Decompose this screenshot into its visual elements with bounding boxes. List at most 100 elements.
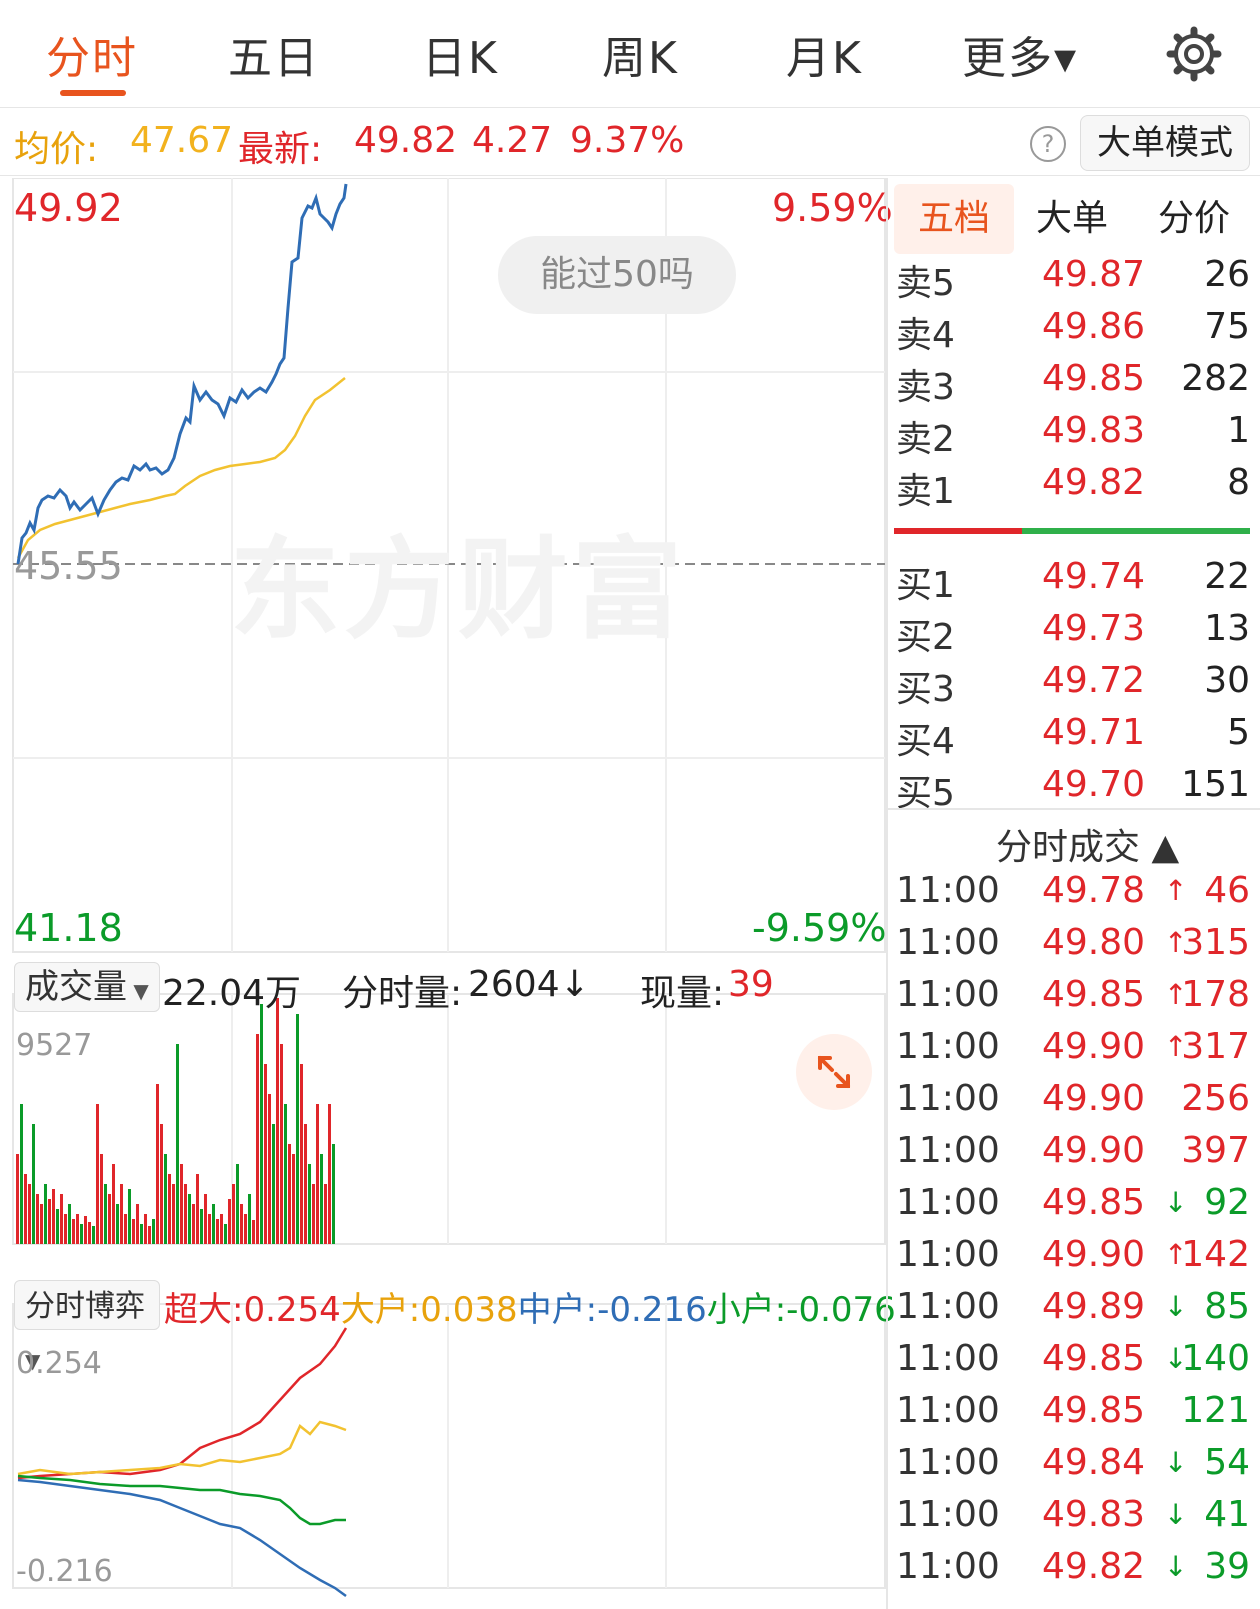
trade-row: 11:00 49.80 ↑ 315 [886,922,1260,974]
volume-bar [304,1124,307,1244]
volume-bar [228,1199,231,1244]
minute-volume-label: 分时量: [342,973,463,1014]
volume-bar [68,1204,71,1244]
mid-holder-label: 中户: [517,1290,598,1330]
trade-row: 11:00 49.84 ↓ 54 [886,1442,1260,1494]
bid-level-label: 买3 [896,669,955,710]
quote-info-bar: 均价: 47.67 最新: 49.82 4.27 9.37% ? 大单模式 [0,110,1260,176]
trades-title[interactable]: 分时成交 ▲ [996,827,1180,868]
volume-bar [236,1164,239,1244]
base-price-label: 45.55 [14,544,123,588]
volume-bar [168,1174,171,1244]
ask-level-label: 卖5 [896,263,955,304]
tab-five-levels[interactable]: 五档 [894,184,1014,254]
tab-more[interactable]: 更多▾ [962,33,1079,84]
volume-bar [32,1124,35,1244]
trade-time: 11:00 [896,1234,1000,1275]
gear-icon[interactable] [1164,24,1224,84]
trade-volume: 46 [1204,870,1250,911]
volume-bar [48,1199,51,1244]
volume-bar [240,1204,243,1244]
trade-price: 49.78 [1042,870,1146,911]
trade-direction-arrow: ↑ [1164,978,1188,1011]
volume-bar [184,1184,187,1244]
bid-row[interactable]: 买3 49.72 30 [886,660,1260,712]
bid-row[interactable]: 买1 49.74 22 [886,556,1260,608]
ask-row[interactable]: 卖1 49.82 8 [886,462,1260,514]
trade-time: 11:00 [896,1026,1000,1067]
volume-bar [224,1224,227,1244]
bid-price: 49.70 [1042,764,1146,805]
tab-weekly-k[interactable]: 周K [602,33,679,84]
volume-bar [212,1204,215,1244]
volume-bar [288,1144,291,1244]
super-large-value: 0.254 [243,1290,341,1330]
volume-bar [192,1204,195,1244]
ask-volume: 26 [1204,254,1250,295]
latest-price-value: 49.82 [354,120,458,161]
volume-selector-label: 成交量 [25,967,127,1007]
bid-row[interactable]: 买4 49.71 5 [886,712,1260,764]
tab-monthly-k[interactable]: 月K [786,33,863,84]
tab-five-day[interactable]: 五日 [228,33,320,84]
chart-tab-bar: 分时 五日 日K 周K 月K 更多▾ [0,0,1260,108]
volume-bar [292,1154,295,1244]
high-pct-label: 9.59% [772,186,893,230]
avg-price-line [16,377,346,559]
trade-volume: 39 [1204,1546,1250,1587]
trade-direction-arrow: ↓ [1164,1550,1188,1583]
discussion-bubble[interactable]: 能过50吗 [498,236,736,314]
ask-row[interactable]: 卖4 49.86 75 [886,306,1260,358]
panel-divider [886,178,888,1609]
bid-row[interactable]: 买2 49.73 13 [886,608,1260,660]
ask-level-label: 卖3 [896,367,955,408]
bid-price: 49.74 [1042,556,1146,597]
trade-price: 49.89 [1042,1286,1146,1327]
volume-bar [28,1184,31,1244]
trade-time: 11:00 [896,1078,1000,1119]
ask-row[interactable]: 卖3 49.85 282 [886,358,1260,410]
trade-price: 49.90 [1042,1026,1146,1067]
trade-time: 11:00 [896,1442,1000,1483]
trade-time: 11:00 [896,1286,1000,1327]
tab-intraday[interactable]: 分时 [46,33,138,84]
section-divider [886,808,1260,810]
bid-row[interactable]: 买5 49.70 151 [886,764,1260,816]
tab-price-distribution[interactable]: 分价 [1157,198,1230,239]
volume-bar [260,1004,263,1244]
tab-daily-k[interactable]: 日K [422,33,499,84]
volume-bar [300,1064,303,1244]
tab-big-orders[interactable]: 大单 [1035,198,1108,239]
ask-price: 49.83 [1042,410,1146,451]
help-icon[interactable]: ? [1030,126,1066,162]
trade-time: 11:00 [896,1494,1000,1535]
volume-indicator-select[interactable]: 成交量 ▼ [14,962,160,1012]
trade-volume: 256 [1181,1078,1250,1119]
trade-volume: 121 [1181,1390,1250,1431]
game-indicator-select[interactable]: 分时博弈 ▼ [14,1280,160,1373]
trade-row: 11:00 49.85 ↓ 140 [886,1338,1260,1390]
volume-bar [248,1194,251,1244]
trade-volume: 140 [1181,1338,1250,1379]
small-holder-line [17,1474,346,1526]
volume-bar [296,1014,299,1244]
high-price-label: 49.92 [14,186,123,230]
small-holder-value: -0.076 [786,1290,896,1330]
trade-row: 11:00 49.78 ↑ 46 [886,870,1260,922]
low-price-label: 41.18 [14,906,123,950]
ask-volume: 1 [1227,410,1250,451]
trade-price: 49.85 [1042,1338,1146,1379]
expand-chart-button[interactable] [796,1034,872,1110]
price-change: 4.27 [472,120,553,161]
ask-row[interactable]: 卖2 49.83 1 [886,410,1260,462]
volume-bar [140,1224,143,1244]
ask-price: 49.82 [1042,462,1146,503]
volume-bar [256,1034,259,1244]
volume-bar [24,1174,27,1244]
volume-bar [316,1104,319,1244]
ask-level-label: 卖4 [896,315,955,356]
trade-time: 11:00 [896,1546,1000,1587]
big-order-mode-button[interactable]: 大单模式 [1080,115,1250,171]
ask-row[interactable]: 卖5 49.87 26 [886,254,1260,306]
trade-volume: 142 [1181,1234,1250,1275]
